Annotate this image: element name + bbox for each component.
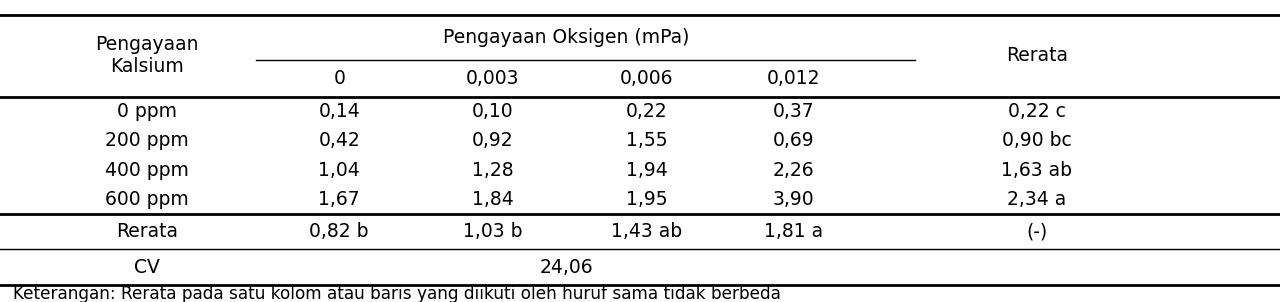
Text: 1,55: 1,55 <box>626 131 667 150</box>
Text: 0,90 bc: 0,90 bc <box>1002 131 1071 150</box>
Text: (-): (-) <box>1027 222 1047 241</box>
Text: 400 ppm: 400 ppm <box>105 161 189 180</box>
Text: 0,92: 0,92 <box>472 131 513 150</box>
Text: 1,28: 1,28 <box>472 161 513 180</box>
Text: 200 ppm: 200 ppm <box>105 131 189 150</box>
Text: 24,06: 24,06 <box>540 258 593 277</box>
Text: 0,22 c: 0,22 c <box>1007 102 1066 121</box>
Text: 1,67: 1,67 <box>319 190 360 209</box>
Text: 0,14: 0,14 <box>319 102 360 121</box>
Text: 600 ppm: 600 ppm <box>105 190 189 209</box>
Text: 0,42: 0,42 <box>319 131 360 150</box>
Text: 0,82 b: 0,82 b <box>310 222 369 241</box>
Text: 0,22: 0,22 <box>626 102 667 121</box>
Text: Pengayaan Oksigen (mPa): Pengayaan Oksigen (mPa) <box>443 28 690 47</box>
Text: 1,84: 1,84 <box>472 190 513 209</box>
Text: 1,03 b: 1,03 b <box>463 222 522 241</box>
Text: CV: CV <box>134 258 160 277</box>
Text: 1,43 ab: 1,43 ab <box>611 222 682 241</box>
Text: 0,006: 0,006 <box>620 69 673 88</box>
Text: 0,012: 0,012 <box>767 69 820 88</box>
Text: Pengayaan
Kalsium: Pengayaan Kalsium <box>96 35 198 76</box>
Text: 1,81 a: 1,81 a <box>764 222 823 241</box>
Text: 0,37: 0,37 <box>773 102 814 121</box>
Text: 2,26: 2,26 <box>773 161 814 180</box>
Text: 0: 0 <box>333 69 346 88</box>
Text: 0,10: 0,10 <box>472 102 513 121</box>
Text: 0 ppm: 0 ppm <box>118 102 177 121</box>
Text: Rerata: Rerata <box>116 222 178 241</box>
Text: 0,003: 0,003 <box>466 69 520 88</box>
Text: 1,95: 1,95 <box>626 190 667 209</box>
Text: 1,94: 1,94 <box>626 161 667 180</box>
Text: Rerata: Rerata <box>1006 47 1068 65</box>
Text: 2,34 a: 2,34 a <box>1007 190 1066 209</box>
Text: 1,04: 1,04 <box>319 161 360 180</box>
Text: 0,69: 0,69 <box>773 131 814 150</box>
Text: 1,63 ab: 1,63 ab <box>1001 161 1073 180</box>
Text: 3,90: 3,90 <box>773 190 814 209</box>
Text: Keterangan: Rerata pada satu kolom atau baris yang diikuti oleh huruf sama tidak: Keterangan: Rerata pada satu kolom atau … <box>13 285 781 302</box>
